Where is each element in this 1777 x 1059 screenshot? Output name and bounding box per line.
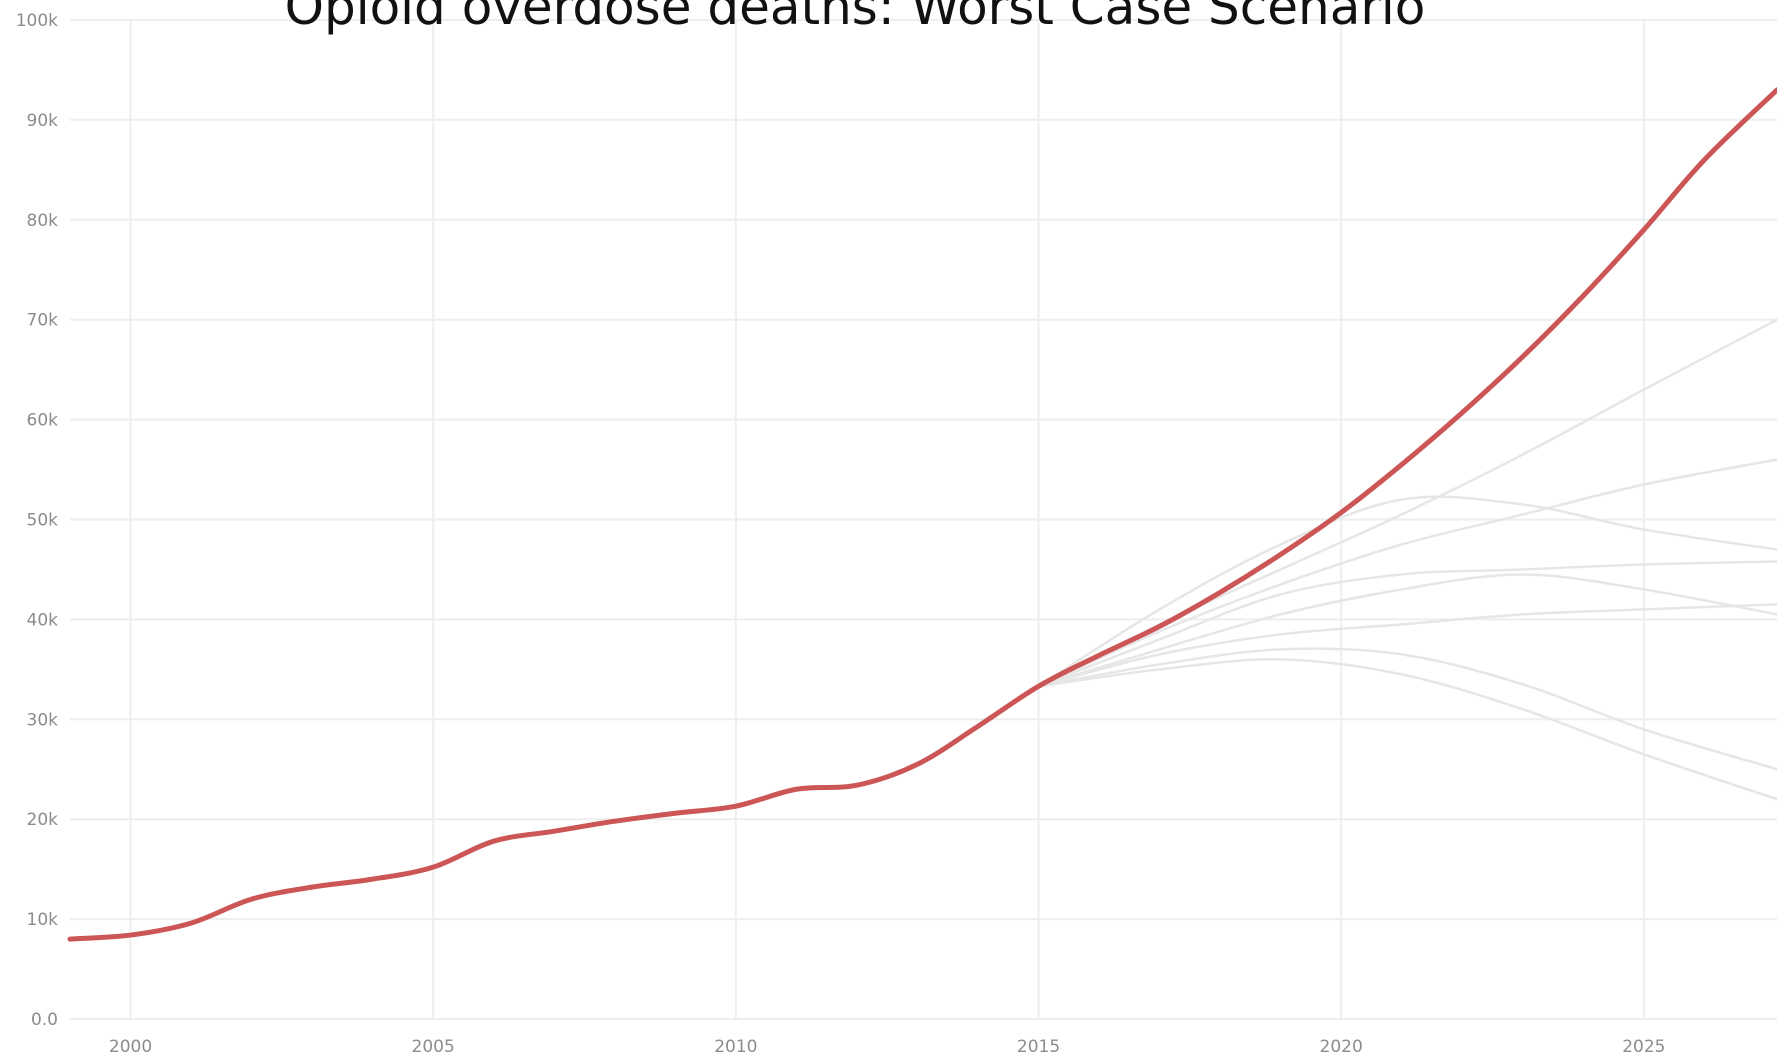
faded-series-line <box>1037 658 1777 801</box>
faded-series-line <box>1037 647 1777 771</box>
y-tick-label: 50k <box>27 511 59 531</box>
y-tick-label: 90k <box>27 111 59 131</box>
x-axis-ticks: 2000 2005 2010 2015 2020 2025 <box>109 1037 1666 1057</box>
y-tick-label: 0.0 <box>31 1010 58 1030</box>
x-tick-label: 2010 <box>714 1037 757 1057</box>
faded-series-line <box>1037 603 1777 688</box>
faded-series-line <box>1037 560 1777 688</box>
y-tick-label: 100k <box>16 11 58 31</box>
x-tick-label: 2015 <box>1017 1037 1060 1057</box>
faded-series-line <box>1037 573 1777 688</box>
y-axis-ticks: 0.0 10k 20k 30k 40k 50k 60k 70k 80k 90k 100k <box>16 11 58 1030</box>
faded-series-group <box>1037 318 1777 801</box>
y-tick-label: 30k <box>27 710 59 730</box>
y-tick-label: 70k <box>27 311 59 331</box>
y-tick-label: 60k <box>27 411 59 431</box>
faded-series-line <box>1037 458 1777 688</box>
y-tick-label: 80k <box>27 211 59 231</box>
faded-series-line <box>1037 495 1777 688</box>
y-tick-label: 40k <box>27 610 59 630</box>
worst-case-series-line <box>67 87 1777 942</box>
y-tick-label: 10k <box>27 910 59 930</box>
x-tick-label: 2020 <box>1320 1037 1363 1057</box>
x-tick-label: 2000 <box>109 1037 152 1057</box>
x-tick-label: 2025 <box>1622 1037 1665 1057</box>
highlighted-series-group <box>67 87 1777 942</box>
x-tick-label: 2005 <box>412 1037 455 1057</box>
y-tick-label: 20k <box>27 810 59 830</box>
chart-title: Opioid overdose deaths: Worst Case Scena… <box>284 0 1426 36</box>
grid-layer <box>70 19 1777 1020</box>
